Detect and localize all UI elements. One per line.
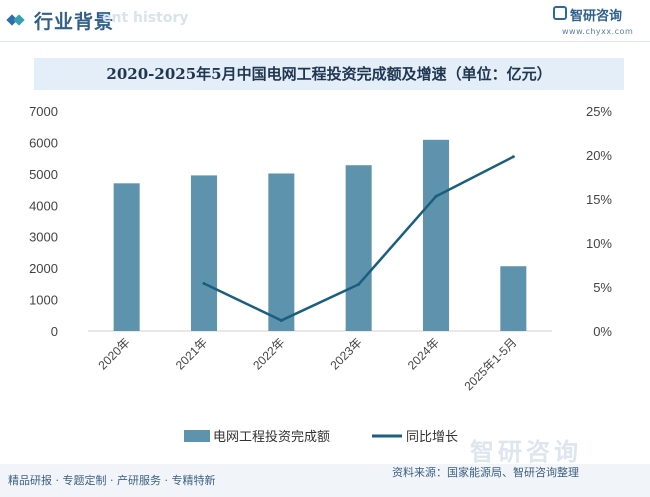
legend-bar-swatch [184,430,210,442]
y-right-tick-label: 10% [586,236,612,251]
bar-4 [345,165,372,331]
x-tick-label: 2023年 [328,335,365,372]
y-left-tick-label: 4000 [29,198,58,213]
bar-2 [191,175,217,331]
legend-line-label: 同比增长 [406,430,458,445]
x-tick-label: 2025年1-5月 [461,335,519,393]
y-left-tick-label: 1000 [29,293,58,308]
y-right-tick-label: 5% [593,280,612,295]
growth-point-1 [202,281,206,285]
source-note: 资料来源：国家能源局、智研咨询整理 [392,466,579,479]
y-left-tick-label: 7000 [29,104,58,119]
brand-name: 智研咨询 [570,9,623,24]
growth-point-4 [434,194,438,198]
page-header: 行业背景 ent history 智研咨询 www.chyxx.com [0,0,650,44]
bar-5 [423,139,449,331]
bar-3 [268,173,295,331]
y-left-tick-label: 5000 [29,167,58,182]
x-tick-label: 2021年 [173,335,210,372]
growth-point-3 [357,282,361,286]
chart-title: 2020-2025年5月中国电网工程投资完成额及增速（单位：亿元） [34,58,624,90]
growth-point-2 [279,318,283,322]
footer-watermark: 智研咨询 [470,438,582,466]
y-right-tick-label: 20% [586,148,612,163]
y-right-tick-label: 0% [593,324,612,339]
bar-1 [113,183,140,331]
x-tick-label: 2020年 [96,335,133,372]
bar-6 [500,266,527,331]
y-left-tick-label: 0 [51,324,58,339]
section-ghost-text: ent history [102,10,189,26]
y-right-tick-label: 25% [586,104,612,119]
y-right-tick-label: 15% [586,192,612,207]
brand-logo-icon [553,6,567,20]
y-left-tick-label: 6000 [29,135,58,150]
section-title: 行业背景 [34,11,115,33]
x-tick-label: 2024年 [405,335,442,372]
x-tick-label: 2022年 [250,335,287,372]
brand-site: www.chyxx.com [562,27,634,36]
y-left-tick-label: 3000 [29,230,58,245]
y-left-tick-label: 2000 [29,261,58,276]
page-footer: 智研咨询 精品研报 · 专题定制 · 产研服务 · 专精特新 资料来源：国家能源… [0,438,650,497]
header-divider [0,41,650,42]
growth-point-5 [511,155,515,159]
footer-tags: 精品研报 · 专题定制 · 产研服务 · 专精特新 [8,474,216,487]
legend-bar-label: 电网工程投资完成额 [213,429,330,445]
